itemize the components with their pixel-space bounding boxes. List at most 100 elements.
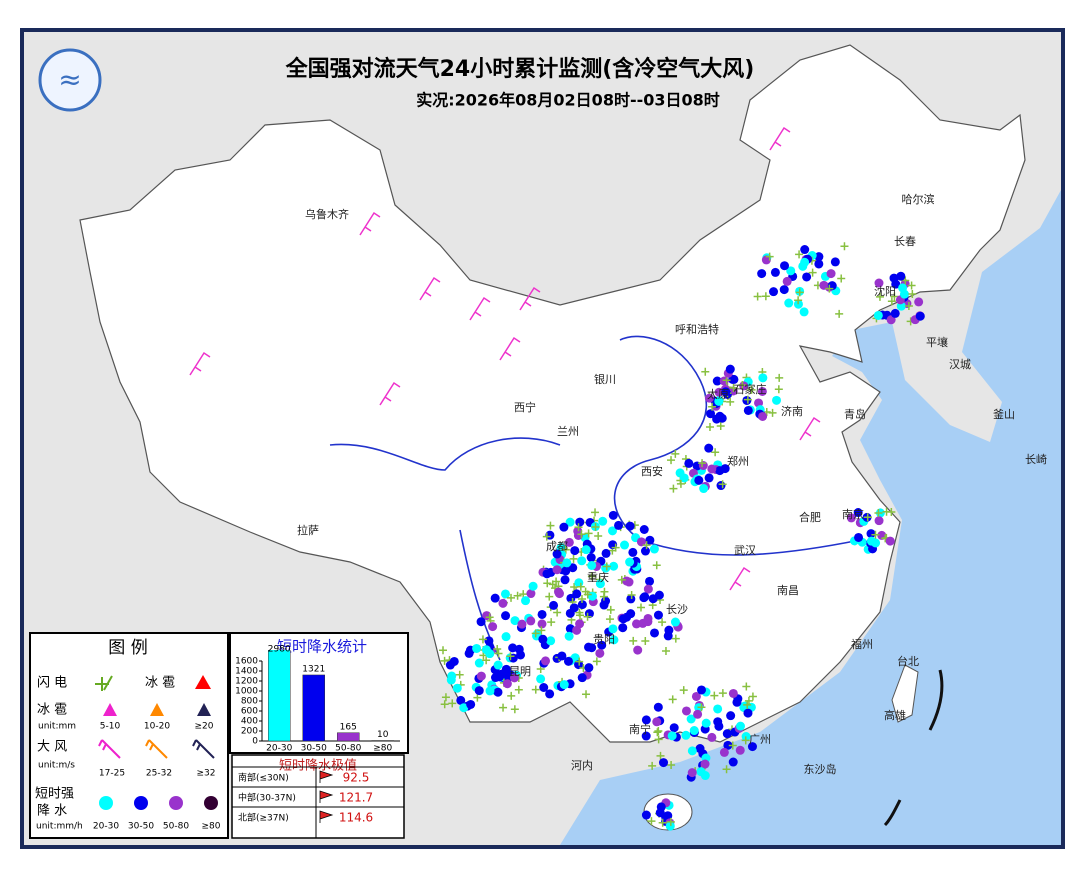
y-tick-label: 600: [241, 707, 258, 717]
city-label: 长沙: [666, 603, 688, 616]
obs-dot: [488, 622, 498, 632]
lightning: [716, 422, 725, 431]
lightning: [441, 693, 450, 702]
obs-dot: [735, 745, 745, 755]
logo: [38, 48, 102, 112]
legend-class: 17-25: [99, 769, 125, 779]
city-label: 釜山: [993, 407, 1015, 421]
legend-class: 20-30: [93, 822, 119, 832]
obs-dot: [485, 649, 495, 659]
city-label: 哈尔滨: [902, 192, 935, 206]
obs-dot: [717, 413, 727, 423]
lightning: [748, 692, 757, 701]
lightning: [570, 583, 579, 591]
obs-dot: [714, 396, 724, 406]
lightning: [592, 657, 601, 666]
obs-dot: [564, 537, 574, 547]
wind-barb: [419, 276, 441, 301]
obs-dot: [819, 280, 829, 290]
lightning: [513, 591, 522, 600]
lightning: [519, 590, 528, 599]
obs-dot: [667, 731, 677, 741]
lightning: [485, 613, 494, 622]
obs-dot: [581, 545, 591, 555]
lightning: [606, 605, 615, 614]
lightning: [741, 736, 750, 745]
lightning: [753, 292, 762, 301]
legend-class: 25-32: [146, 769, 172, 779]
obs-dot: [648, 594, 658, 604]
lightning: [794, 296, 803, 305]
legend-class: ≥32: [197, 769, 216, 779]
lightning: [510, 705, 519, 714]
lightning: [581, 587, 590, 596]
lightning: [882, 507, 891, 516]
lightning: [837, 274, 846, 283]
obs-dot: [577, 556, 587, 566]
obs-dot: [474, 658, 484, 668]
obs-dot: [641, 810, 651, 820]
obs-dot: [814, 252, 824, 262]
lightning: [904, 301, 913, 310]
x-tick-label: 50-80: [335, 744, 361, 754]
obs-dot: [695, 744, 705, 754]
lightning: [835, 309, 844, 318]
obs-dot: [725, 364, 735, 374]
lightning: [718, 689, 727, 698]
lightning: [765, 252, 774, 261]
obs-dot: [609, 561, 619, 571]
obs-dot: [639, 525, 649, 535]
value-label: 165: [340, 722, 357, 732]
legend-unit: unit:m/s: [38, 761, 75, 771]
obs-dot: [526, 616, 536, 626]
lightning: [514, 685, 523, 694]
obs-dot: [484, 636, 494, 646]
obs-dot: [802, 272, 812, 282]
obs-dot: [537, 619, 547, 629]
x-tick-label: 20-30: [266, 744, 292, 754]
lightning: [545, 592, 554, 601]
legend-unit: unit:mm/h: [36, 822, 83, 832]
hail-symbol: [197, 703, 211, 716]
y-tick-label: 1000: [235, 687, 258, 697]
lightning-symbol: [95, 675, 113, 691]
sea-boundary: [883, 669, 944, 827]
obs-dot: [799, 307, 809, 317]
obs-dot: [526, 589, 536, 599]
obs-dot: [564, 631, 574, 641]
lightning: [507, 593, 516, 602]
lightning: [531, 685, 540, 694]
lightning: [591, 508, 600, 517]
obs-dot: [633, 645, 643, 655]
obs-dot: [501, 611, 511, 621]
lightning: [641, 636, 650, 645]
lightning: [863, 513, 872, 522]
lightning: [744, 696, 753, 705]
wind-symbol: [98, 739, 121, 759]
obs-dot: [508, 643, 518, 653]
obs-dot: [873, 310, 883, 320]
obs-dot: [502, 679, 512, 689]
region: 中部(30-37N): [238, 792, 296, 804]
lightning: [669, 484, 678, 493]
obs-dot: [476, 671, 486, 681]
observations: [189, 126, 925, 831]
city-label: 平壤: [926, 335, 948, 349]
obs-dot: [696, 767, 706, 777]
wind-barb: [799, 416, 821, 441]
obs-dot: [714, 387, 724, 397]
obs-dot: [456, 695, 466, 705]
lightning: [574, 523, 583, 532]
obs-dot: [885, 536, 895, 546]
wind-barb: [469, 296, 491, 321]
y-tick-label: 1200: [235, 677, 258, 687]
city-label: 高雄: [884, 708, 906, 722]
lightning: [795, 288, 804, 297]
obs-dot: [720, 464, 730, 474]
obs-dot: [758, 373, 768, 383]
lightning: [478, 635, 487, 644]
obs-dot: [618, 623, 628, 633]
obs-dot: [493, 687, 503, 697]
hail-symbol: [103, 703, 117, 716]
